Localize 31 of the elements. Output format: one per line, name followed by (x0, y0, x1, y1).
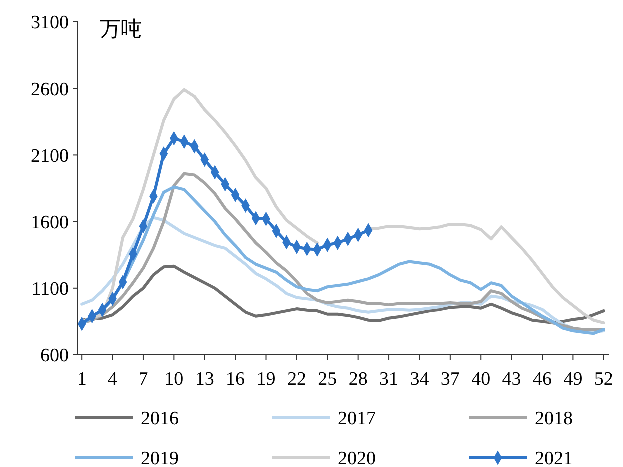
x-tick-label: 52 (594, 369, 614, 390)
x-tick-label: 34 (410, 369, 430, 390)
x-tick-label: 1 (77, 369, 87, 390)
x-tick-label: 22 (287, 369, 306, 390)
y-tick-label: 2100 (31, 146, 69, 167)
legend-label: 2021 (535, 448, 573, 467)
legend-label: 2016 (141, 408, 179, 430)
x-tick-label: 46 (532, 369, 552, 390)
y-tick-label: 1100 (32, 279, 69, 300)
legend-label: 2020 (338, 448, 376, 467)
x-tick-label: 7 (138, 369, 148, 390)
x-tick-label: 43 (502, 369, 522, 390)
y-axis-title: 万吨 (100, 17, 142, 41)
x-tick-label: 13 (195, 369, 214, 390)
x-tick-label: 37 (440, 369, 460, 390)
x-tick-label: 19 (256, 369, 276, 390)
legend-label: 2019 (141, 448, 179, 467)
legend-label: 2018 (535, 408, 573, 430)
x-tick-label: 4 (108, 369, 118, 390)
y-tick-label: 1600 (31, 212, 69, 234)
x-tick-label: 16 (226, 369, 246, 390)
x-tick-label: 10 (164, 369, 184, 390)
x-tick-label: 25 (318, 369, 338, 390)
y-tick-label: 600 (40, 346, 69, 367)
legend-label: 2017 (338, 408, 376, 430)
y-tick-label: 3100 (31, 12, 69, 34)
x-tick-label: 28 (348, 369, 368, 390)
y-tick-label: 2600 (31, 79, 69, 100)
x-tick-label: 49 (564, 369, 583, 390)
x-tick-label: 31 (380, 369, 399, 390)
x-tick-label: 40 (472, 369, 491, 390)
